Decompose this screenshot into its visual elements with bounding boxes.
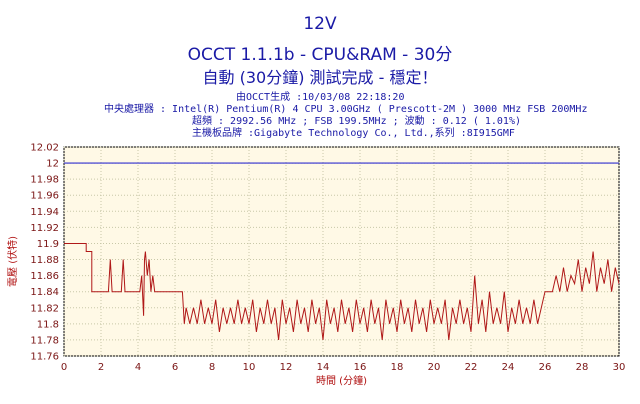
y-tick-label: 11.9 (37, 239, 59, 250)
y-tick-labels: 11.76 11.78 11.8 11.82 11.84 11.86 11.88 11.9 11… (30, 143, 59, 363)
y-tick-label: 11.8 (37, 319, 59, 330)
test-name: OCCT 1.1.1b - CPU&RAM - 30分 (187, 45, 453, 65)
frequency-line: 超頻 : 2992.56 MHz ; FSB 199.5MHz ; 波動 : 0… (192, 116, 521, 127)
x-tick-label: 2 (98, 362, 104, 373)
y-tick-label: 12 (46, 159, 59, 170)
x-tick-label: 18 (391, 362, 404, 373)
test-status: 自動 (30分鐘) 測試完成 - 穩定！ (202, 68, 438, 87)
x-tick-label: 12 (280, 362, 293, 373)
x-tick-label: 8 (209, 362, 215, 373)
y-tick-label: 11.76 (30, 352, 59, 363)
y-tick-label: 11.96 (30, 191, 59, 202)
x-tick-label: 20 (428, 362, 441, 373)
x-tick-label: 22 (465, 362, 478, 373)
x-tick-label: 24 (502, 362, 515, 373)
y-tick-label: 11.78 (30, 335, 59, 346)
x-tick-label: 0 (61, 362, 67, 373)
y-tick-label: 11.84 (30, 287, 59, 298)
y-tick-label: 11.88 (30, 255, 59, 266)
chart-title: 12V (303, 14, 337, 34)
y-tick-label: 11.92 (30, 223, 59, 234)
x-tick-label: 16 (354, 362, 367, 373)
y-tick-label: 11.98 (30, 175, 59, 186)
x-axis-label: 時間 (分鐘) (316, 374, 367, 387)
series-line (64, 243, 620, 340)
y-tick-label: 11.86 (30, 271, 59, 282)
x-tick-label: 10 (243, 362, 256, 373)
y-tick-label: 11.82 (30, 303, 59, 314)
y-axis-label: 電壓 (伏特) (6, 236, 19, 287)
x-tick-label: 6 (172, 362, 178, 373)
x-tick-label: 30 (613, 362, 626, 373)
cpu-line: 中央處理器 : Intel(R) Pentium(R) 4 CPU 3.00GH… (104, 104, 588, 115)
x-tick-label: 14 (317, 362, 330, 373)
x-tick-label: 4 (135, 362, 141, 373)
x-tick-label: 28 (576, 362, 589, 373)
x-tick-label: 26 (539, 362, 552, 373)
plot-area (63, 146, 620, 357)
motherboard-line: 主機板品牌 :Gigabyte Technology Co., Ltd.,系列 … (192, 128, 515, 139)
y-tick-label: 12.02 (30, 143, 59, 154)
y-tick-label: 11.94 (30, 207, 59, 218)
x-tick-labels: 0 2 4 6 8 10 12 14 16 18 20 22 24 26 28 30 (61, 362, 626, 373)
generated-line: 由OCCT生成 :10/03/08 22:18:20 (236, 92, 405, 103)
